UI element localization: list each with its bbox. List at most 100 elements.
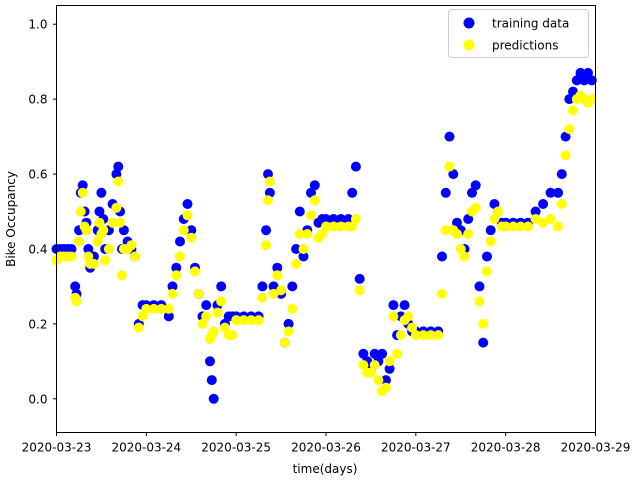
training-point-125 bbox=[553, 187, 564, 198]
prediction-point-86 bbox=[369, 360, 380, 371]
prediction-point-15 bbox=[92, 236, 103, 247]
training-point-86 bbox=[369, 348, 380, 359]
prediction-point-57 bbox=[253, 315, 264, 326]
y-tick-label-4: 0.8 bbox=[28, 93, 47, 107]
prediction-point-67 bbox=[287, 303, 298, 314]
x-tick-label-6: 2020-03-29 bbox=[561, 441, 631, 455]
training-point-46 bbox=[205, 356, 215, 367]
prediction-point-19 bbox=[100, 255, 111, 266]
training-point-110 bbox=[470, 180, 481, 191]
y-axis-label: Bike Occupancy bbox=[4, 171, 18, 267]
prediction-point-68 bbox=[291, 258, 302, 269]
prediction-point-95 bbox=[403, 311, 414, 322]
prediction-point-38 bbox=[175, 251, 185, 262]
prediction-point-89 bbox=[380, 382, 391, 393]
prediction-point-123 bbox=[538, 217, 549, 228]
prediction-point-110 bbox=[470, 202, 481, 213]
prediction-point-53 bbox=[227, 330, 238, 341]
training-point-88 bbox=[377, 348, 388, 359]
training-point-82 bbox=[354, 273, 365, 284]
training-point-70 bbox=[298, 251, 309, 262]
training-point-69 bbox=[294, 206, 305, 217]
y-tick-label-1: 0.2 bbox=[28, 317, 47, 331]
training-point-38 bbox=[175, 236, 185, 247]
training-point-133 bbox=[583, 67, 593, 78]
prediction-point-6 bbox=[71, 296, 82, 307]
training-point-131 bbox=[575, 67, 586, 78]
training-point-103 bbox=[444, 131, 455, 142]
prediction-point-33 bbox=[148, 303, 159, 314]
prediction-point-18 bbox=[98, 225, 109, 236]
prediction-point-101 bbox=[437, 288, 447, 299]
training-point-128 bbox=[564, 94, 575, 105]
prediction-point-45 bbox=[201, 311, 212, 322]
prediction-point-51 bbox=[219, 322, 230, 333]
prediction-point-61 bbox=[264, 176, 275, 187]
training-point-41 bbox=[186, 225, 197, 236]
prediction-point-112 bbox=[478, 318, 489, 329]
prediction-point-92 bbox=[392, 348, 403, 359]
training-point-134 bbox=[586, 75, 597, 86]
prediction-point-39 bbox=[178, 225, 189, 236]
prediction-point-134 bbox=[586, 94, 597, 105]
prediction-point-66 bbox=[283, 326, 294, 337]
prediction-point-65 bbox=[279, 337, 290, 348]
training-point-47 bbox=[206, 375, 217, 386]
training-point-76 bbox=[321, 214, 331, 224]
training-point-62 bbox=[268, 281, 279, 292]
prediction-point-7 bbox=[74, 236, 84, 247]
training-point-108 bbox=[463, 214, 474, 224]
prediction-point-30 bbox=[133, 322, 144, 333]
training-point-104 bbox=[448, 169, 459, 180]
x-tick-label-0: 2020-03-23 bbox=[22, 441, 92, 455]
prediction-point-44 bbox=[197, 318, 208, 329]
training-point-23 bbox=[113, 161, 124, 172]
prediction-point-11 bbox=[81, 225, 92, 236]
x-tick-label-1: 2020-03-24 bbox=[111, 441, 181, 455]
prediction-point-36 bbox=[167, 288, 178, 299]
x-axis-ticks: 2020-03-23 2020-03-24 2020-03-25 2020-03-26… bbox=[22, 432, 631, 455]
prediction-point-73 bbox=[309, 195, 320, 206]
training-point-115 bbox=[489, 199, 500, 209]
prediction-point-118 bbox=[500, 221, 511, 232]
prediction-point-55 bbox=[238, 315, 249, 326]
prediction-point-16 bbox=[94, 217, 105, 228]
prediction-point-31 bbox=[137, 311, 148, 322]
prediction-point-29 bbox=[130, 251, 141, 262]
prediction-point-93 bbox=[395, 330, 406, 341]
prediction-point-41 bbox=[186, 232, 197, 243]
prediction-point-58 bbox=[257, 292, 268, 303]
training-point-132 bbox=[579, 75, 590, 86]
training-point-36 bbox=[167, 281, 178, 292]
x-tick-label-3: 2020-03-26 bbox=[291, 441, 361, 455]
training-point-50 bbox=[216, 281, 227, 292]
x-tick-label-4: 2020-03-27 bbox=[381, 441, 451, 455]
prediction-point-40 bbox=[182, 210, 193, 221]
training-point-16 bbox=[94, 206, 105, 217]
training-point-5 bbox=[70, 281, 81, 292]
prediction-point-102 bbox=[440, 225, 451, 236]
training-point-109 bbox=[467, 187, 477, 198]
prediction-point-108 bbox=[463, 229, 474, 239]
prediction-point-114 bbox=[485, 236, 496, 247]
prediction-point-64 bbox=[276, 285, 287, 296]
prediction-point-127 bbox=[560, 150, 571, 161]
training-point-105 bbox=[452, 217, 462, 228]
prediction-point-54 bbox=[231, 315, 242, 326]
training-point-48 bbox=[208, 393, 219, 404]
prediction-point-69 bbox=[294, 229, 305, 239]
prediction-point-111 bbox=[474, 296, 485, 307]
prediction-point-32 bbox=[141, 303, 152, 314]
x-tick-label-2: 2020-03-25 bbox=[201, 441, 271, 455]
prediction-point-81 bbox=[350, 214, 361, 224]
prediction-point-113 bbox=[482, 266, 492, 277]
prediction-point-63 bbox=[272, 270, 283, 281]
training-point-12 bbox=[83, 244, 94, 254]
prediction-point-107 bbox=[459, 251, 470, 262]
training-point-26 bbox=[118, 225, 129, 236]
prediction-point-87 bbox=[373, 375, 384, 386]
training-point-61 bbox=[264, 187, 275, 198]
prediction-point-72 bbox=[306, 210, 316, 221]
prediction-point-115 bbox=[489, 214, 500, 224]
y-tick-label-0: 0.0 bbox=[28, 392, 47, 406]
